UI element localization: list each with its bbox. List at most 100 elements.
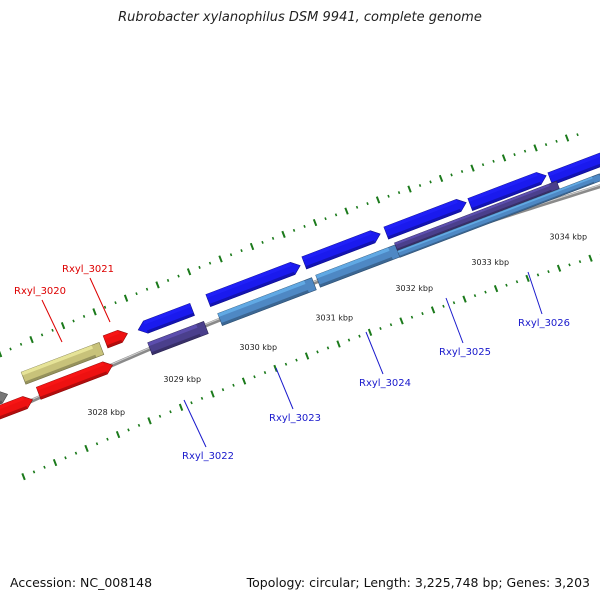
outer-tick (533, 144, 538, 152)
inner-tick (525, 274, 530, 282)
inner-tick (462, 295, 467, 303)
outer-tick (0, 350, 3, 358)
inner-tick (115, 430, 121, 439)
gene-label: Rxyl_3024 (359, 378, 411, 389)
outer-tick (438, 174, 444, 183)
inner-tick (326, 346, 330, 350)
inner-tick (210, 390, 215, 398)
outer-tick (103, 305, 107, 309)
inner-tick (221, 388, 225, 392)
outer-tick (407, 185, 412, 193)
gene-rxyl3025-arrow (383, 199, 467, 240)
outer-tick (303, 224, 306, 228)
kbp-label: 3033 kbp (471, 258, 509, 267)
inner-tick (442, 304, 445, 308)
gene-leader-line (365, 331, 384, 375)
inner-tick (336, 340, 341, 348)
outer-tick (418, 184, 422, 187)
outer-tick (218, 255, 223, 263)
inner-tick (74, 451, 78, 455)
gene-labels: Rxyl_3020 Rxyl_3021 Rxyl_3022 Rxyl_3023 Rxyl… (14, 264, 570, 462)
kbp-label: 3034 kbp (549, 233, 587, 242)
outer-tick (29, 335, 34, 344)
outer-tick (271, 236, 275, 240)
inner-tick (367, 328, 373, 336)
outer-tick (72, 319, 75, 323)
outer-tick (375, 196, 381, 204)
outer-tick (114, 301, 117, 305)
outer-tick (186, 268, 192, 276)
outer-tick (523, 149, 527, 153)
gene-rxyl3026-arrow (467, 172, 547, 212)
outer-tick (501, 154, 507, 162)
kbp-label: 3030 kbp (239, 343, 277, 352)
inner-tick (493, 285, 499, 293)
gene-label: Rxyl_3021 (62, 264, 114, 275)
gene-rxyl3024-arrow (301, 230, 381, 270)
gene-red-arrow (35, 361, 114, 400)
inner-tick (588, 254, 593, 262)
inner-tick (95, 442, 99, 446)
inner-tick (64, 456, 67, 460)
backbone-line (0, 184, 600, 418)
inner-tick (190, 401, 193, 405)
inner-tick (536, 273, 540, 277)
inner-tick (137, 423, 141, 427)
inner-tick (32, 470, 36, 474)
gene-steel-arrow-2 (315, 244, 401, 288)
outer-tick (135, 292, 138, 296)
inner-tick (547, 270, 550, 274)
inner-tick (273, 364, 278, 372)
outer-tick-row (0, 133, 579, 358)
inner-tick (379, 326, 382, 331)
outer-tick (397, 191, 401, 195)
inner-tick (43, 465, 46, 469)
outer-tick (576, 133, 579, 137)
inner-tick-row (21, 254, 600, 481)
outer-tick (544, 143, 548, 147)
outer-tick (240, 249, 243, 253)
outer-tick (123, 294, 129, 302)
inner-tick (147, 417, 152, 425)
inner-tick (158, 414, 162, 418)
inner-tick (253, 375, 256, 379)
gene-blue-edge-arrow (547, 151, 600, 186)
inner-tick (178, 403, 184, 411)
outer-tick (292, 228, 296, 232)
outer-tick (198, 265, 201, 269)
outer-tick (9, 347, 12, 351)
inner-tick (127, 428, 130, 432)
outer-tick (429, 180, 432, 184)
outer-tick (513, 153, 516, 157)
inner-tick (106, 437, 109, 441)
inner-tick (484, 290, 487, 294)
outer-tick (92, 308, 97, 316)
gene-leader-line (445, 297, 464, 344)
gene-leader-line (527, 271, 543, 315)
outer-tick (166, 278, 170, 282)
inner-tick (578, 260, 582, 264)
inner-tick (284, 362, 288, 366)
inner-tick (304, 352, 310, 360)
outer-tick (40, 333, 44, 337)
outer-tick (60, 322, 66, 330)
kbp-label: 3032 kbp (395, 284, 433, 293)
outer-tick (481, 163, 485, 167)
gene-leader-line (89, 277, 111, 323)
gene-steel-band (397, 173, 600, 258)
kbp-label: 3029 kbp (163, 375, 201, 384)
outer-tick (312, 218, 318, 227)
kbp-label: 3031 kbp (315, 313, 353, 322)
inner-tick (347, 338, 351, 342)
inner-tick (473, 294, 477, 298)
inner-tick (358, 334, 361, 338)
outer-tick (51, 328, 54, 332)
outer-tick (324, 217, 327, 221)
inner-tick (421, 312, 424, 316)
map-title: Rubrobacter xylanophilus DSM 9941, compl… (118, 10, 482, 25)
inner-tick (52, 458, 58, 467)
inner-tick (200, 396, 204, 400)
gene-rxyl3020-arrow (0, 396, 34, 427)
gene-label: Rxyl_3026 (518, 318, 570, 329)
gene-label: Rxyl_3025 (439, 347, 491, 358)
